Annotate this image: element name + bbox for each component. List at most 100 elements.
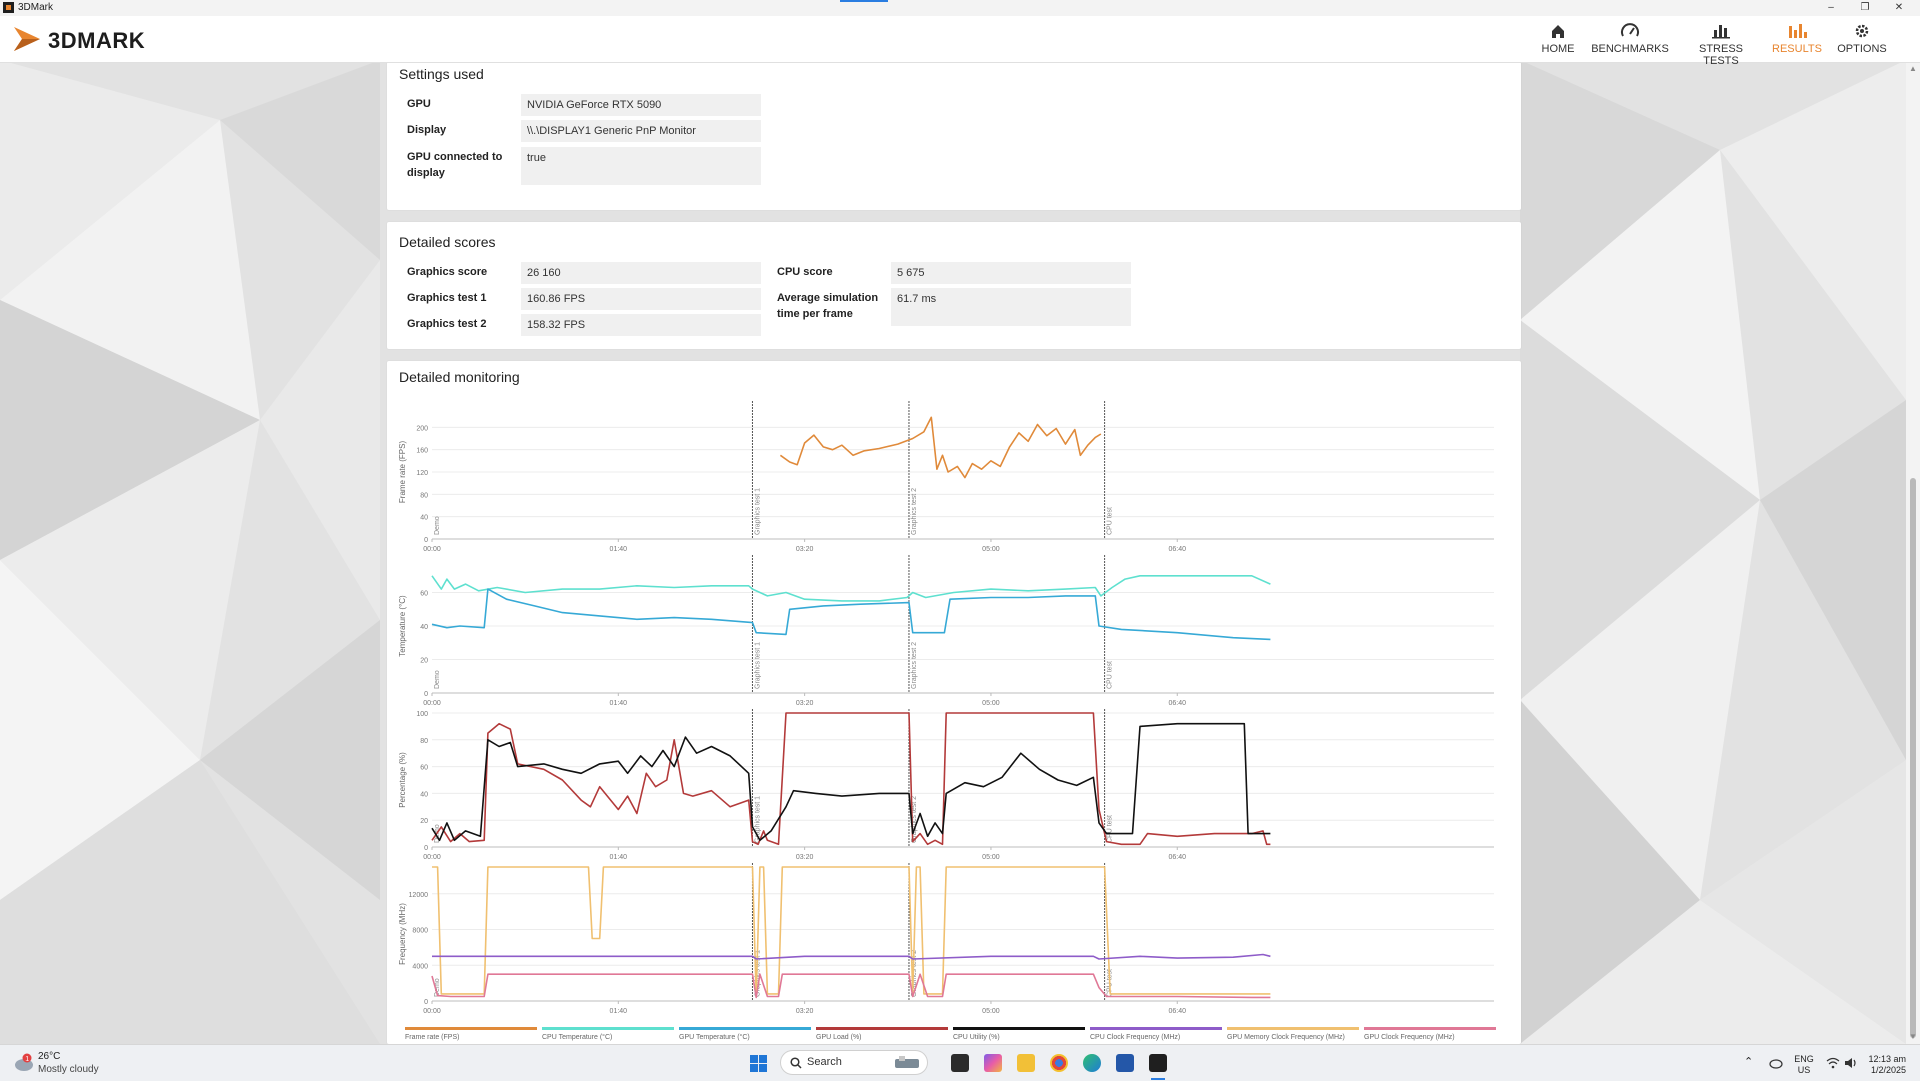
tray-date: 1/2/2025	[1870, 1065, 1906, 1075]
score-value-gt1: 160.86 FPS	[521, 288, 761, 310]
gauge-icon	[1621, 23, 1639, 37]
legend-swatch	[1090, 1027, 1222, 1030]
legend-label: GPU Temperature (°C)	[679, 1033, 750, 1041]
score-value-cpu: 5 675	[891, 262, 1131, 284]
legend-label: CPU Temperature (°C)	[542, 1033, 612, 1041]
scores-card: Detailed scores Graphics score 26 160 Gr…	[387, 222, 1521, 349]
results-icon	[1789, 24, 1807, 38]
score-label-cpu: CPU score	[777, 266, 833, 278]
logo-icon	[14, 27, 40, 51]
minimize-button[interactable]: –	[1828, 2, 1834, 13]
section-label: CPU test	[1107, 815, 1114, 843]
legend-swatch	[816, 1027, 948, 1030]
series-line	[431, 973, 1271, 999]
y-tick-label: 0	[424, 691, 428, 698]
taskbar-app-chrome-icon[interactable]	[1050, 1054, 1068, 1072]
volume-icon[interactable]	[1844, 1056, 1858, 1070]
y-axis-label: Percentage (%)	[398, 752, 407, 808]
score-label-avg-sim: Average simulation time per frame	[777, 292, 879, 320]
y-tick-label: 120	[416, 470, 428, 477]
scroll-up-arrow[interactable]: ▲	[1909, 64, 1917, 73]
section-label: Graphics test 1	[754, 950, 761, 997]
tray-cloud-icon[interactable]	[1768, 1057, 1784, 1069]
x-tick-label: 06:40	[1168, 700, 1186, 707]
scrollbar-thumb[interactable]	[1910, 478, 1916, 1038]
y-axis-label: Frequency (MHz)	[398, 903, 407, 965]
search-icon	[790, 1057, 802, 1069]
settings-card: Settings used GPU NVIDIA GeForce RTX 509…	[387, 62, 1521, 210]
section-label: Graphics test 1	[754, 488, 761, 535]
score-label-graphics: Graphics score	[407, 266, 488, 278]
x-tick-label: 01:40	[610, 854, 628, 861]
score-value-gt2: 158.32 FPS	[521, 314, 761, 336]
taskbar-app-explorer-icon[interactable]	[1017, 1054, 1035, 1072]
section-label: Demo	[434, 670, 441, 689]
scores-title: Detailed scores	[399, 234, 496, 250]
y-tick-label: 60	[420, 591, 428, 598]
series-line	[431, 575, 1271, 602]
score-value-graphics: 26 160	[521, 262, 761, 284]
nav-benchmarks[interactable]: BENCHMARKS	[1590, 22, 1670, 62]
start-icon[interactable]	[750, 1055, 768, 1073]
legend-swatch	[953, 1027, 1085, 1030]
weather-condition[interactable]: Mostly cloudy	[38, 1064, 99, 1075]
search-highlight-icon	[895, 1056, 919, 1068]
app-icon	[3, 2, 14, 13]
svg-text:1: 1	[25, 1056, 29, 1063]
legend-label: GPU Load (%)	[816, 1034, 862, 1041]
tray-language[interactable]: ENG US	[1792, 1054, 1816, 1076]
wifi-icon[interactable]	[1826, 1056, 1840, 1070]
series-line	[431, 588, 1271, 641]
score-value-avg-sim: 61.7 ms	[891, 288, 1131, 326]
y-tick-label: 20	[420, 818, 428, 825]
tray-clock[interactable]: 12:13 am 1/2/2025	[1862, 1054, 1906, 1076]
tray-language-top: ENG	[1794, 1054, 1814, 1064]
taskbar-app-edge-icon[interactable]	[1083, 1054, 1101, 1072]
legend-swatch	[1364, 1027, 1496, 1030]
taskbar: 1 26°C Mostly cloudy Search ⌃ ENG US 12:…	[0, 1044, 1920, 1081]
monitoring-title: Detailed monitoring	[399, 369, 520, 385]
tray-overflow-icon[interactable]: ⌃	[1744, 1056, 1754, 1068]
score-label-gt2: Graphics test 2	[407, 318, 487, 330]
legend-swatch	[1227, 1027, 1359, 1030]
x-tick-label: 03:20	[796, 546, 814, 553]
gear-icon	[1855, 24, 1869, 38]
x-tick-label: 06:40	[1168, 546, 1186, 553]
nav-stress-tests[interactable]: STRESS TESTS	[1684, 22, 1758, 67]
x-tick-label: 01:40	[610, 700, 628, 707]
nav-options[interactable]: OPTIONS	[1834, 22, 1890, 62]
title-bar: 3DMark – ❐ ✕	[0, 0, 1920, 17]
x-tick-label: 00:00	[423, 546, 441, 553]
series-line	[432, 953, 1271, 960]
settings-value-gpu: NVIDIA GeForce RTX 5090	[521, 94, 761, 116]
x-tick-label: 05:00	[982, 854, 1000, 861]
y-tick-label: 0	[424, 999, 428, 1006]
taskbar-app-copilot-icon[interactable]	[984, 1054, 1002, 1072]
title-accent	[840, 0, 888, 2]
taskbar-app-store-icon[interactable]	[1116, 1054, 1134, 1072]
nav-results-label: RESULTS	[1772, 43, 1822, 55]
weather-temp[interactable]: 26°C	[38, 1051, 61, 1062]
section-label: Graphics test 2	[911, 950, 918, 997]
legend-swatch	[405, 1027, 537, 1030]
y-tick-label: 60	[420, 765, 428, 772]
settings-label-display: Display	[407, 124, 447, 136]
logo-text: 3DMARK	[48, 28, 146, 53]
y-axis-label: Frame rate (FPS)	[398, 441, 407, 504]
x-tick-label: 00:00	[423, 700, 441, 707]
legend-label: GPU Memory Clock Frequency (MHz)	[1227, 1034, 1345, 1041]
scroll-down-arrow[interactable]: ▼	[1909, 1032, 1917, 1041]
legend-swatch	[679, 1027, 811, 1030]
taskbar-search[interactable]: Search	[780, 1050, 928, 1075]
taskbar-app-3dmark-icon[interactable]	[1149, 1054, 1167, 1072]
nav-results[interactable]: RESULTS	[1772, 22, 1822, 62]
maximize-button[interactable]: ❐	[1860, 2, 1870, 13]
y-tick-label: 0	[424, 845, 428, 852]
nav-home[interactable]: HOME	[1538, 22, 1578, 62]
close-button[interactable]: ✕	[1894, 2, 1904, 13]
x-tick-label: 03:20	[796, 700, 814, 707]
x-tick-label: 03:20	[796, 1008, 814, 1015]
app-header: 3DMARK HOME BENCHMARKS STRESS TESTS RESU…	[0, 16, 1920, 67]
taskbar-app-taskview-icon[interactable]	[951, 1054, 969, 1072]
